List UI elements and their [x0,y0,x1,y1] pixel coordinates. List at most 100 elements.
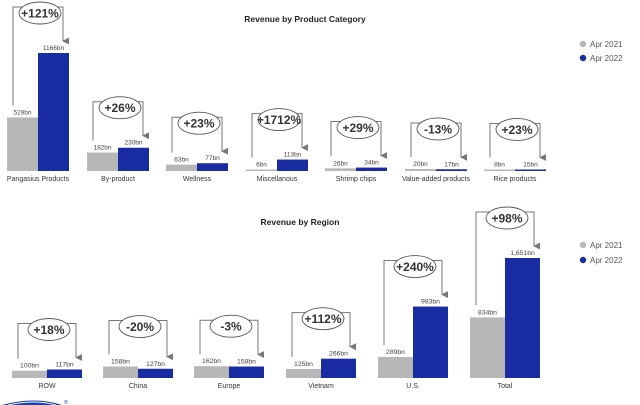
bar-marks: 100bn 117bn ROW +18% 158bn 127bn China -20% 162b… [12,206,541,390]
data-label-apr-2021-wellness: 63bn [174,157,189,164]
category-label-total: Total [498,383,513,390]
data-label-apr-2021-by-product: 182bn [93,145,111,152]
data-label-apr-2022-shrimp-chips: 34bn [364,160,379,167]
legend-label-apr-2022: Apr 2022 [590,54,623,63]
bar-apr-2022-rice-products [515,169,546,171]
data-label-apr-2022-china: 127bn [146,361,165,368]
chart-title: Revenue by Region [261,217,340,227]
data-label-apr-2021-u-s: 289bn [386,349,405,356]
growth-oval-shrimp-chips [336,116,380,140]
data-label-apr-2021-shrimp-chips: 26bn [333,160,348,167]
category-label-by-product: By-product [101,176,135,183]
growth-label-rice-products: +23% [501,123,532,137]
region-chart: Revenue by Region Apr 2021 Apr 2022 100b… [12,206,623,390]
bar-apr-2022-total [505,258,540,378]
category-label-u-s: U.S. [406,383,420,390]
bar-apr-2022-by-product [118,147,149,171]
legend[interactable]: Apr 2021 Apr 2022 [579,40,623,63]
category-label-china: China [129,383,147,390]
bar-apr-2021-shrimp-chips [325,168,356,171]
bar-apr-2021-by-product [87,152,118,171]
data-label-apr-2021-value-added-products: 20bn [413,161,428,168]
data-label-apr-2021-europe: 162bn [202,358,221,365]
growth-oval-total [485,206,529,230]
bar-apr-2021-europe [194,366,229,378]
bar-apr-2022-u-s [413,306,448,378]
growth-label-europe: -3% [220,320,242,334]
category-label-pangasius-products: Pangasius Products [7,176,70,183]
company-logo: ® [2,399,68,405]
category-label-miscellanous: Miscellanous [257,176,298,183]
growth-oval-u-s [393,255,437,279]
growth-label-row: +18% [33,323,64,337]
growth-label-by-product: +26% [104,101,135,115]
legend-swatch-apr-2022 [579,54,587,62]
data-label-apr-2022-wellness: 77bn [205,155,220,162]
growth-label-shrimp-chips: +29% [342,121,373,135]
growth-oval-rice-products [495,118,539,141]
bar-apr-2021-china [103,366,138,378]
growth-label-total: +98% [491,212,522,226]
bar-apr-2022-row [47,369,82,378]
bar-apr-2022-china [138,368,173,378]
bar-apr-2021-wellness [166,164,197,171]
bar-apr-2021-miscellanous [246,169,277,171]
growth-oval-china [118,315,162,338]
growth-label-wellness: +23% [183,117,214,131]
bar-apr-2021-total [470,317,505,378]
category-label-shrimp-chips: Shrimp chips [336,176,377,183]
data-label-apr-2021-total: 834bn [478,309,497,316]
bar-apr-2022-wellness [197,163,228,171]
data-label-apr-2022-by-product: 230bn [124,140,142,147]
growth-oval-row [27,318,71,341]
bar-apr-2022-vietnam [321,358,356,378]
growth-label-miscellanous: +1712% [257,113,302,127]
growth-label-vietnam: +112% [304,312,341,326]
growth-oval-pangasius-products [18,1,62,25]
data-label-apr-2022-vietnam: 266bn [329,351,348,358]
data-label-apr-2022-row: 117bn [55,361,74,368]
data-label-apr-2021-row: 100bn [20,363,39,370]
data-label-apr-2022-value-added-products: 17bn [444,161,459,168]
data-label-apr-2021-vietnam: 125bn [294,361,313,368]
growth-label-value-added-products: -13% [424,122,452,136]
growth-oval-value-added-products [416,117,460,141]
bar-apr-2021-u-s [378,356,413,378]
data-label-apr-2021-china: 158bn [111,359,130,366]
growth-label-u-s: +240% [396,260,434,274]
legend-label-apr-2021: Apr 2021 [590,241,623,250]
data-label-apr-2021-pangasius-products: 529bn [13,109,31,116]
bar-apr-2021-rice-products [484,169,515,171]
growth-oval-europe [209,314,253,338]
bar-apr-2021-value-added-products [405,168,436,171]
bar-apr-2021-row [12,370,47,378]
legend-swatch-apr-2022 [579,256,587,264]
growth-oval-by-product [98,96,142,120]
data-label-apr-2022-pangasius-products: 1166bn [43,45,65,52]
legend[interactable]: Apr 2021 Apr 2022 [579,241,623,265]
category-label-wellness: Wellness [183,176,212,183]
category-label-vietnam: Vietnam [308,383,334,390]
data-label-apr-2022-rice-products: 15bn [523,161,538,168]
category-label-row: ROW [38,383,56,390]
svg-text:®: ® [64,399,68,405]
data-label-apr-2021-miscellanous: 6bn [256,162,267,169]
chart-title: Revenue by Product Category [244,14,366,24]
bar-apr-2021-pangasius-products [7,117,38,171]
bar-apr-2022-shrimp-chips [356,167,387,171]
growth-oval-miscellanous [257,108,301,132]
legend-swatch-apr-2021 [579,40,587,48]
category-label-rice-products: Rice products [494,176,537,183]
bar-apr-2022-miscellanous [277,159,308,171]
bar-marks: 529bn 1166bn Pangasius Products +121% 182bn 2… [7,1,547,183]
growth-label-pangasius-products: +121% [21,7,59,21]
legend-label-apr-2021: Apr 2021 [590,40,623,49]
growth-oval-wellness [177,111,221,135]
bar-apr-2022-value-added-products [436,169,467,171]
data-label-apr-2022-u-s: 983bn [421,299,440,306]
growth-oval-vietnam [301,307,345,331]
category-label-value-added-products: Value-added products [402,176,470,183]
growth-label-china: -20% [126,320,154,334]
bar-apr-2021-vietnam [286,368,321,378]
